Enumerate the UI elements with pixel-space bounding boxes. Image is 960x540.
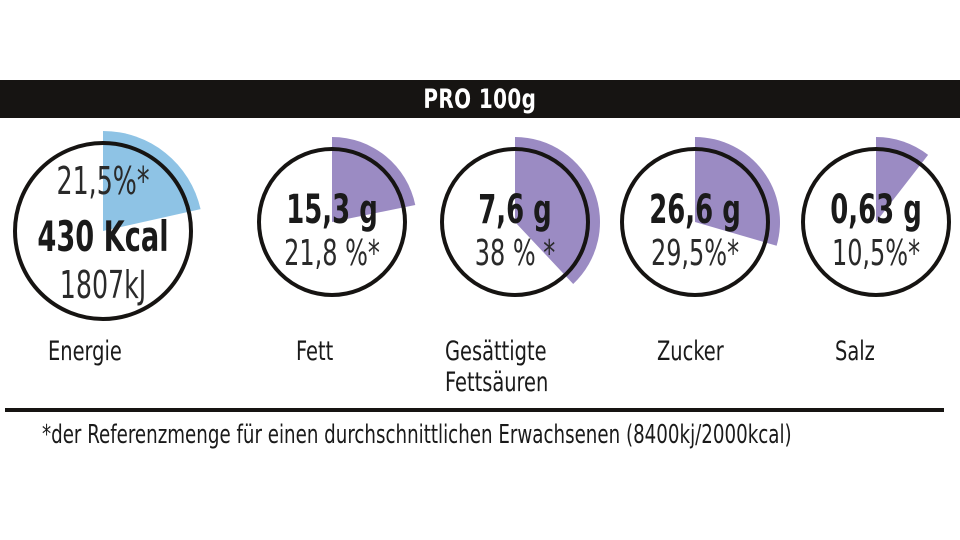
nutrient-zucker: 26,6 g 29,5%* (618, 136, 780, 300)
gesaettigte-slice (515, 137, 600, 284)
label-fett: Fett (296, 336, 334, 367)
fett-amount: 15,3 g (286, 187, 378, 233)
label-zucker: Zucker (657, 336, 724, 367)
salz-percent: 10,5%* (831, 233, 921, 274)
header-bar: PRO 100g (0, 80, 960, 118)
header-title: PRO 100g (423, 83, 537, 115)
nutrient-energie: 21,5%* 430 Kcal 1807kJ (8, 131, 201, 326)
energie-kj: 1807kJ (59, 263, 147, 307)
energie-percent: 21,5%* (56, 159, 150, 203)
energie-ring (13, 141, 193, 321)
salz-ring (801, 147, 951, 297)
salz-pie (801, 137, 951, 297)
label-salz: Salz (835, 336, 875, 367)
gesaettigte-percent: 38 % * (474, 233, 556, 274)
gesaettigte-pie (440, 137, 600, 297)
nutrient-gesaettigte-fettsaeuren: 7,6 g 38 % * (438, 136, 600, 300)
label-gesaettigte-fettsaeuren: Gesättigte Fettsäuren (445, 336, 549, 398)
fett-slice (332, 137, 416, 222)
gesaettigte-amount: 7,6 g (478, 187, 552, 233)
nutrient-salz: 0,63 g 10,5%* (799, 136, 953, 300)
nutrient-fett: 15,3 g 21,8 %* (255, 136, 416, 300)
fett-percent: 21,8 %* (284, 233, 380, 274)
footnote: *der Referenzmenge für einen durchschnit… (42, 420, 792, 450)
zucker-pie (620, 137, 780, 297)
fett-ring (257, 147, 407, 297)
zucker-percent: 29,5%* (650, 233, 740, 274)
energie-kcal: 430 Kcal (37, 212, 169, 261)
divider (5, 408, 944, 412)
salz-amount: 0,63 g (830, 187, 922, 233)
gesaettigte-ring (440, 147, 590, 297)
zucker-amount: 26,6 g (649, 187, 741, 233)
zucker-ring (620, 147, 770, 297)
energie-pie (13, 131, 201, 321)
fett-pie (257, 137, 416, 297)
label-energie: Energie (48, 336, 122, 367)
energie-slice (103, 131, 201, 231)
zucker-slice (695, 137, 780, 246)
